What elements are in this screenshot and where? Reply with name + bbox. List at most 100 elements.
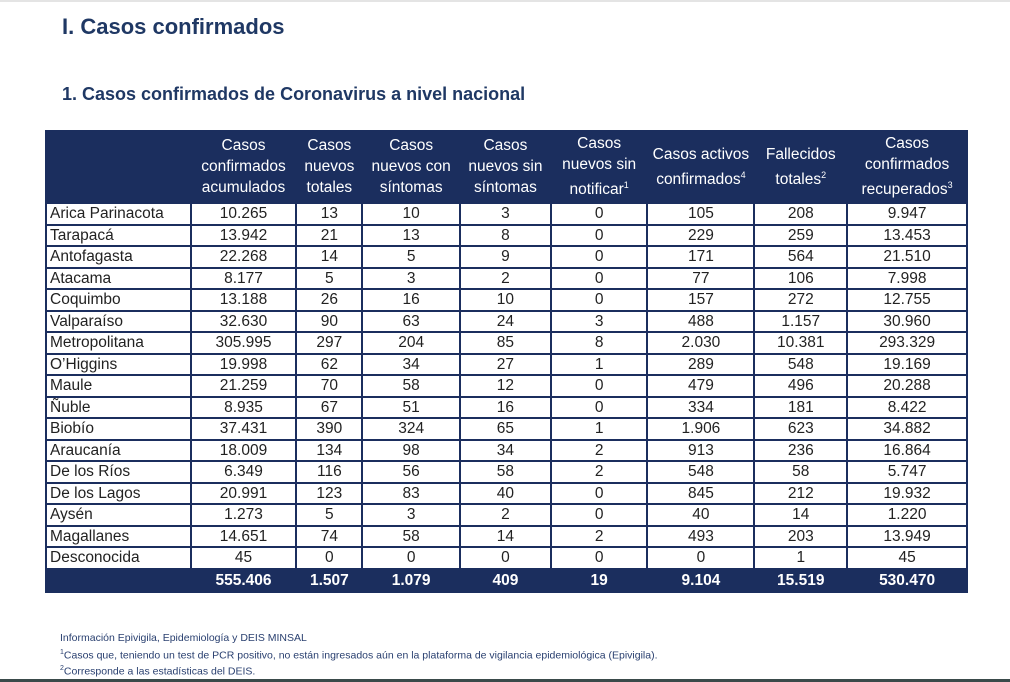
column-header-line: confirmados [656, 170, 741, 188]
table-cell: 14 [295, 245, 364, 269]
table-row: Arica Parinacota 10.265 13 10 3 0 105 208 9.947 [45, 202, 968, 226]
table-cell: 0 [549, 223, 649, 248]
table-row: Magallanes 14.651 74 58 14 2 493 203 13.949 [45, 524, 968, 549]
table-cell: 16.864 [846, 438, 968, 463]
table-cell: 12 [459, 374, 552, 398]
column-header-line: Casos [389, 137, 434, 155]
table-cell: 203 [753, 524, 849, 549]
footnote-text: Casos que, teniendo un test de PCR posit… [63, 649, 658, 662]
table-cell: 13.188 [189, 288, 298, 312]
table-cell: 51 [361, 395, 462, 420]
table-cell: 58 [459, 460, 552, 484]
footnote-ref: 1 [623, 180, 629, 190]
column-header: Casos confirmados recuperados3 [847, 130, 967, 203]
table-row: Aysén 1.273 5 3 2 0 40 14 1.220 [45, 503, 968, 527]
column-header-line: confirmados [864, 156, 950, 173]
column-header-line: Casos [221, 137, 266, 155]
table-cell: 16 [361, 288, 462, 312]
table-cell: 913 [646, 438, 756, 463]
table-cell: 0 [549, 266, 649, 291]
table-cell: 30.960 [846, 309, 968, 334]
table-cell: 1.157 [753, 309, 849, 334]
column-header-line: Casos [885, 135, 930, 152]
table-cell: 34 [459, 438, 552, 463]
table-cell: 0 [549, 288, 649, 312]
column-header: Fallecidos totales2 [754, 130, 847, 203]
column-header-line: Casos [307, 137, 352, 155]
table-cell: 289 [646, 352, 756, 377]
column-header: Casos nuevos totales [296, 130, 362, 203]
table-cell: 5.747 [846, 460, 968, 484]
table-cell: 27 [459, 352, 552, 377]
bottom-divider [0, 679, 1010, 682]
table-cell: 293.329 [846, 331, 968, 355]
table-cell: 19.169 [846, 352, 968, 377]
table-cell: 2 [459, 503, 552, 527]
table-title: 1. Casos confirmados de Coronavirus a ni… [62, 84, 526, 104]
column-header-line: Casos activos [652, 145, 750, 163]
table-cell: 623 [753, 417, 849, 441]
table-cell: 106 [753, 266, 849, 291]
table-cell: 5 [361, 245, 462, 269]
table-cell: 13 [295, 202, 364, 226]
table-cell: 2 [459, 266, 552, 291]
region-name: Metropolitana [45, 331, 192, 355]
table-row: Tarapacá 13.942 21 13 8 0 229 259 13.453 [45, 223, 968, 248]
footnote-ref: 3 [947, 180, 953, 190]
table-cell: 19.932 [846, 481, 968, 506]
table-cell: 32.630 [189, 309, 298, 334]
table-row: Maule 21.259 70 58 12 0 479 496 20.288 [45, 374, 968, 398]
table-cell: 845 [646, 481, 756, 506]
total-cell: 409 [459, 567, 552, 593]
table-cell: 58 [361, 524, 462, 549]
table-cell: 212 [753, 481, 849, 506]
table-cell: 0 [549, 374, 649, 398]
table-cell: 0 [295, 546, 364, 570]
table-cell: 83 [361, 481, 462, 506]
column-header: Casos nuevos sin síntomas [460, 130, 551, 203]
table-cell: 496 [753, 374, 849, 398]
table-cell: 9.947 [846, 202, 968, 226]
table-cell: 3 [549, 309, 649, 334]
column-header: Casos confirmados acumulados [191, 130, 297, 203]
table-cell: 324 [361, 417, 462, 441]
region-name: Atacama [45, 266, 192, 291]
table-cell: 22.268 [189, 245, 298, 269]
table-row: De los Lagos 20.991 123 83 40 0 845 212 19.932 [45, 481, 968, 506]
table-cell: 19.998 [189, 352, 298, 377]
region-name: Maule [45, 374, 192, 398]
table-cell: 14 [753, 503, 849, 527]
table-cell: 297 [295, 331, 364, 355]
table-cell: 0 [459, 546, 552, 570]
table-cell: 10.381 [753, 331, 849, 355]
table-cell: 0 [549, 503, 649, 527]
footnote-text: Información Epivigila, Epidemiología y D… [60, 632, 307, 644]
region-name: Desconocida [45, 546, 192, 570]
region-name: O’Higgins [45, 352, 192, 377]
region-name: Coquimbo [45, 288, 192, 312]
table-cell: 5 [295, 266, 364, 291]
footnote: Información Epivigila, Epidemiología y D… [60, 632, 307, 644]
table-cell: 26 [295, 288, 364, 312]
table-cell: 0 [646, 546, 756, 570]
total-cell: 1.079 [361, 567, 462, 593]
table-cell: 390 [295, 417, 364, 441]
table-row: Antofagasta 22.268 14 5 9 0 171 564 21.510 [45, 245, 968, 269]
table-cell: 13.949 [846, 524, 968, 549]
table-cell: 157 [646, 288, 756, 312]
table-row: Valparaíso 32.630 90 63 24 3 488 1.157 30.960 [45, 309, 968, 334]
footnote-ref: 4 [740, 169, 746, 180]
footnote: 2Corresponde a las estadísticas del DEIS… [60, 665, 255, 678]
cases-table: Casos confirmados acumulados Casos nuevos tot… [45, 130, 968, 593]
table-cell: 13.453 [846, 223, 968, 248]
total-cell: 9.104 [646, 567, 756, 593]
totals-row: 555.406 1.507 1.079 409 19 9.104 15.519 530.470 [45, 567, 968, 593]
table-cell: 305.995 [189, 331, 298, 355]
table-cell: 0 [361, 546, 462, 570]
table-cell: 34 [361, 352, 462, 377]
region-name: Araucanía [45, 438, 192, 463]
column-header-line: acumulados [201, 179, 286, 197]
table-cell: 98 [361, 438, 462, 463]
region-name: Valparaíso [45, 309, 192, 334]
column-header-line: confirmados [201, 158, 286, 176]
